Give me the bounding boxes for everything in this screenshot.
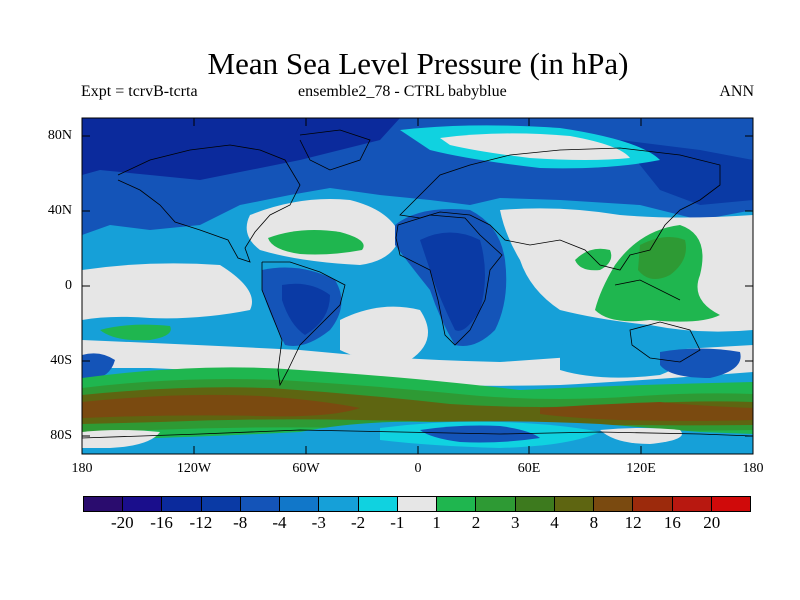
colorbar-label-12: 8 xyxy=(589,513,599,532)
colorbar-label-6: -2 xyxy=(350,513,366,532)
colorbar-label-11: 4 xyxy=(550,513,559,532)
coastlines xyxy=(82,129,753,439)
lon-label-60w: 60W xyxy=(292,461,320,476)
subtitle-right: ANN xyxy=(719,83,754,100)
lon-label-120e: 120E xyxy=(626,461,656,476)
subtitle-center: ensemble2_78 - CTRL babyblue xyxy=(298,83,507,100)
colorbar-box-15 xyxy=(672,497,712,511)
colorbar-box-2 xyxy=(162,497,202,511)
plot-title: Mean Sea Level Pressure (in hPa) xyxy=(207,46,629,81)
colorbar-label-2: -12 xyxy=(189,513,213,532)
colorbar-label-15: 20 xyxy=(703,513,721,532)
colorbar-label-10: 3 xyxy=(510,513,520,532)
lat-label-0: 0 xyxy=(65,278,72,293)
colorbar-label-4: -4 xyxy=(272,513,287,532)
colorbar-label-9: 2 xyxy=(471,513,481,532)
colorbar-box-14 xyxy=(633,497,673,511)
colorbar-box-5 xyxy=(280,497,320,511)
axis-ticks xyxy=(82,118,753,454)
colorbar xyxy=(83,496,751,512)
colorbar-label-0: -20 xyxy=(110,513,134,532)
colorbar-label-1: -16 xyxy=(150,513,173,532)
colorbar-box-12 xyxy=(554,497,595,511)
colorbar-box-0 xyxy=(84,497,124,511)
colorbar-box-11 xyxy=(515,497,555,511)
lon-label-180w: 180 xyxy=(71,461,93,476)
colorbar-box-13 xyxy=(594,497,634,511)
colorbar-box-7 xyxy=(358,497,398,511)
colorbar-box-10 xyxy=(476,497,516,511)
colorbar-box-16 xyxy=(711,497,750,511)
subtitle-left: Expt = tcrvB-tcrta xyxy=(81,83,198,100)
contour-fill-layer xyxy=(82,118,753,454)
lat-label-80s: 80S xyxy=(50,428,72,443)
colorbar-label-8: 1 xyxy=(432,513,441,532)
lon-label-120w: 120W xyxy=(176,461,212,476)
lon-label-60e: 60E xyxy=(517,461,541,476)
colorbar-box-3 xyxy=(201,497,241,511)
lat-label-40s: 40S xyxy=(50,353,72,368)
lat-label-40n: 40N xyxy=(47,203,72,218)
colorbar-box-4 xyxy=(240,497,281,511)
colorbar-label-14: 16 xyxy=(663,513,681,532)
colorbar-label-13: 12 xyxy=(624,513,642,532)
colorbar-label-3: -8 xyxy=(233,513,248,532)
colorbar-label-7: -1 xyxy=(390,513,405,532)
colorbar-box-6 xyxy=(319,497,359,511)
lon-label-0: 0 xyxy=(414,461,422,476)
colorbar-box-8 xyxy=(397,497,438,511)
colorbar-label-5: -3 xyxy=(311,513,326,532)
colorbar-box-1 xyxy=(123,497,163,511)
lon-label-180e: 180 xyxy=(742,461,764,476)
lat-label-80n: 80N xyxy=(47,128,72,143)
colorbar-box-9 xyxy=(437,497,477,511)
